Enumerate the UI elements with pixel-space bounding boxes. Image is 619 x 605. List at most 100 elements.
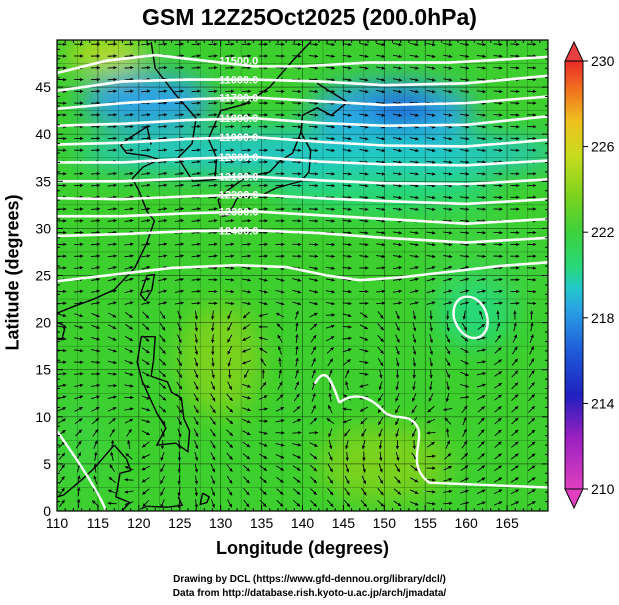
wind-arrowhead — [180, 207, 184, 211]
wind-arrowhead — [364, 66, 369, 70]
wind-arrowhead — [531, 382, 535, 386]
wind-arrowhead — [197, 113, 201, 117]
wind-arrowhead — [448, 489, 453, 494]
wind-arrowhead — [129, 372, 134, 376]
wind-arrowhead — [364, 183, 369, 188]
contour-label: 11700.0 — [219, 92, 258, 104]
wind-arrowhead — [480, 441, 485, 445]
wind-arrowhead — [197, 42, 201, 46]
wind-arrowhead — [348, 136, 352, 141]
wind-arrowhead — [62, 407, 67, 411]
wind-arrowhead — [96, 314, 100, 318]
wind-arrowhead — [360, 420, 365, 425]
wind-arrowhead — [195, 386, 199, 390]
temperature-region — [65, 40, 148, 72]
wind-arrowhead — [532, 172, 537, 176]
wind-arrowhead — [243, 314, 247, 319]
wind-arrowhead — [113, 136, 117, 141]
wind-arrowhead — [162, 361, 166, 366]
wind-arrowhead — [329, 468, 333, 473]
wind-arrowhead — [280, 407, 285, 411]
wind-arrowhead — [177, 457, 182, 461]
wind-arrowhead — [331, 183, 335, 188]
wind-arrowhead — [295, 345, 299, 350]
wind-arrowhead — [532, 183, 537, 188]
wind-arrowhead — [448, 265, 453, 270]
wind-arrowhead — [398, 184, 402, 188]
wind-arrowhead — [146, 207, 151, 211]
wind-arrowhead — [381, 89, 386, 94]
wind-arrowhead — [347, 348, 352, 352]
wind-arrowhead — [464, 338, 469, 342]
wind-arrowhead — [415, 277, 419, 282]
wind-arrowhead — [464, 477, 469, 481]
wind-arrowhead — [281, 113, 285, 117]
wind-arrowhead — [432, 254, 436, 259]
wind-arrowhead — [230, 124, 235, 129]
wind-arrowhead — [197, 148, 201, 152]
credit-drawing: Drawing by DCL (https://www.gfd-dennou.o… — [173, 574, 446, 585]
wind-arrowhead — [499, 183, 503, 188]
wind-arrowhead — [211, 480, 216, 485]
wind-arrowhead — [78, 429, 82, 434]
wind-arrowhead — [113, 207, 117, 211]
wind-arrowhead — [146, 384, 150, 388]
wind-arrowhead — [62, 395, 67, 399]
wind-arrowhead — [348, 231, 352, 235]
wind-arrowhead — [395, 421, 399, 426]
wind-arrowhead — [331, 219, 335, 223]
wind-arrowhead — [113, 54, 117, 58]
wind-arrowhead — [194, 480, 199, 485]
temperature-region — [57, 397, 107, 493]
wind-arrowhead — [229, 420, 234, 425]
wind-arrowhead — [364, 78, 369, 82]
wind-arrowhead — [229, 444, 233, 448]
wind-arrowhead — [146, 289, 151, 293]
wind-arrowhead — [146, 171, 151, 176]
wind-arrowhead — [380, 503, 384, 507]
colorbar-tick-label: 222 — [591, 224, 615, 240]
wind-arrowhead — [362, 469, 366, 473]
wind-arrowhead — [395, 409, 399, 414]
wind-arrowhead — [448, 172, 453, 176]
wind-arrowhead — [214, 42, 218, 46]
wind-arrowhead — [281, 89, 285, 94]
wind-arrowhead — [242, 349, 246, 353]
wind-arrowhead — [432, 490, 436, 494]
wind-arrowhead — [331, 324, 335, 329]
wind-arrowhead — [364, 195, 369, 200]
wind-arrowhead — [130, 148, 134, 152]
wind-arrowhead — [364, 42, 369, 47]
wind-arrowhead — [499, 301, 503, 305]
wind-arrowhead — [313, 479, 317, 484]
wind-arrowhead — [411, 409, 415, 414]
wind-arrowhead — [298, 172, 302, 176]
wind-arrowhead — [415, 184, 419, 188]
wind-arrowhead — [177, 445, 182, 450]
wind-arrowhead — [462, 316, 466, 320]
wind-arrowhead — [264, 101, 268, 105]
wind-arrowhead — [281, 148, 285, 152]
wind-arrowhead — [146, 42, 151, 46]
wind-arrowhead — [347, 313, 352, 318]
wind-arrowhead — [348, 78, 352, 82]
wind-arrowhead — [348, 125, 352, 129]
y-tick-label: 15 — [35, 362, 51, 378]
wind-arrowhead — [464, 453, 468, 457]
wind-arrowhead — [412, 339, 417, 343]
wind-arrowhead — [314, 242, 319, 247]
wind-arrowhead — [230, 207, 235, 211]
wind-arrowhead — [180, 289, 184, 293]
wind-arrowhead — [432, 478, 436, 482]
height-contour — [338, 395, 548, 489]
wind-arrowhead — [396, 363, 400, 367]
wind-arrowhead — [398, 113, 402, 117]
wind-arrowhead — [247, 160, 251, 164]
wind-arrowhead — [480, 417, 485, 422]
wind-arrowhead — [246, 431, 251, 435]
wind-arrowhead — [96, 301, 100, 305]
wind-arrowhead — [258, 336, 263, 340]
wind-arrowhead — [329, 456, 333, 461]
wind-arrowhead — [432, 454, 436, 458]
wind-arrowhead — [127, 440, 131, 444]
